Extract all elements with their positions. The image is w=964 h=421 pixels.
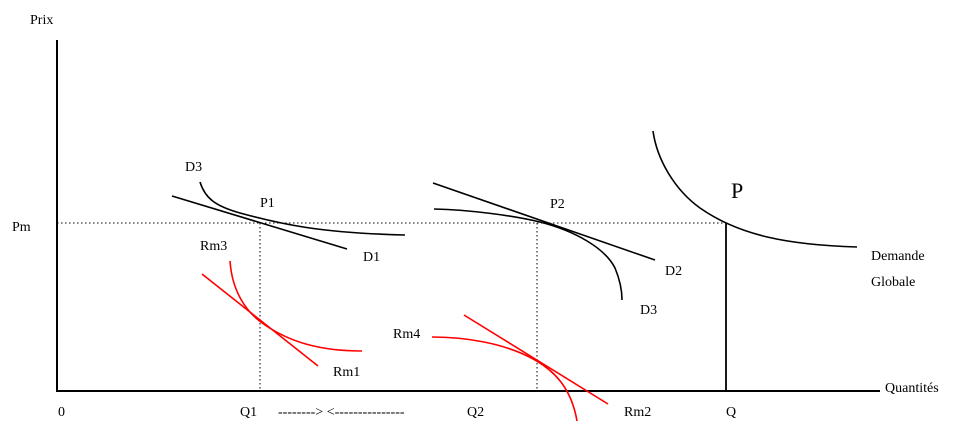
rm1-label: Rm1 (333, 365, 360, 380)
d3-left-label: D3 (185, 160, 202, 175)
rm4-label: Rm4 (393, 327, 420, 342)
d3-right-label: D3 (640, 303, 657, 318)
origin-label: 0 (58, 405, 65, 420)
q2-label: Q2 (467, 405, 484, 420)
d3-left-curve (199, 181, 406, 236)
demand-label-line1: Demande (871, 249, 925, 264)
arrow-text: --------> <--------------- (278, 405, 405, 420)
rm3-curve (229, 260, 363, 352)
d1-label: D1 (363, 250, 380, 265)
rm4-curve (431, 336, 578, 421)
y-axis-label: Prix (30, 13, 53, 28)
q1-label: Q1 (240, 405, 257, 420)
rm2-curve (463, 314, 609, 405)
p2-label: P2 (550, 197, 565, 212)
demand-label-line2: Globale (871, 275, 915, 290)
x-axis-label: Quantités (885, 381, 939, 396)
p-label: P (731, 178, 743, 203)
pm-label: Pm (12, 220, 31, 235)
d1-curve (171, 195, 348, 250)
q-label: Q (726, 405, 736, 420)
rm1-curve (201, 273, 319, 367)
d2-label: D2 (665, 264, 682, 279)
d3-right-curve (433, 208, 623, 301)
rm2-label: Rm2 (624, 405, 651, 420)
p1-label: P1 (260, 196, 275, 211)
global-demand-curve (652, 130, 858, 248)
d2-curve (432, 182, 656, 261)
rm3-label: Rm3 (200, 239, 227, 254)
